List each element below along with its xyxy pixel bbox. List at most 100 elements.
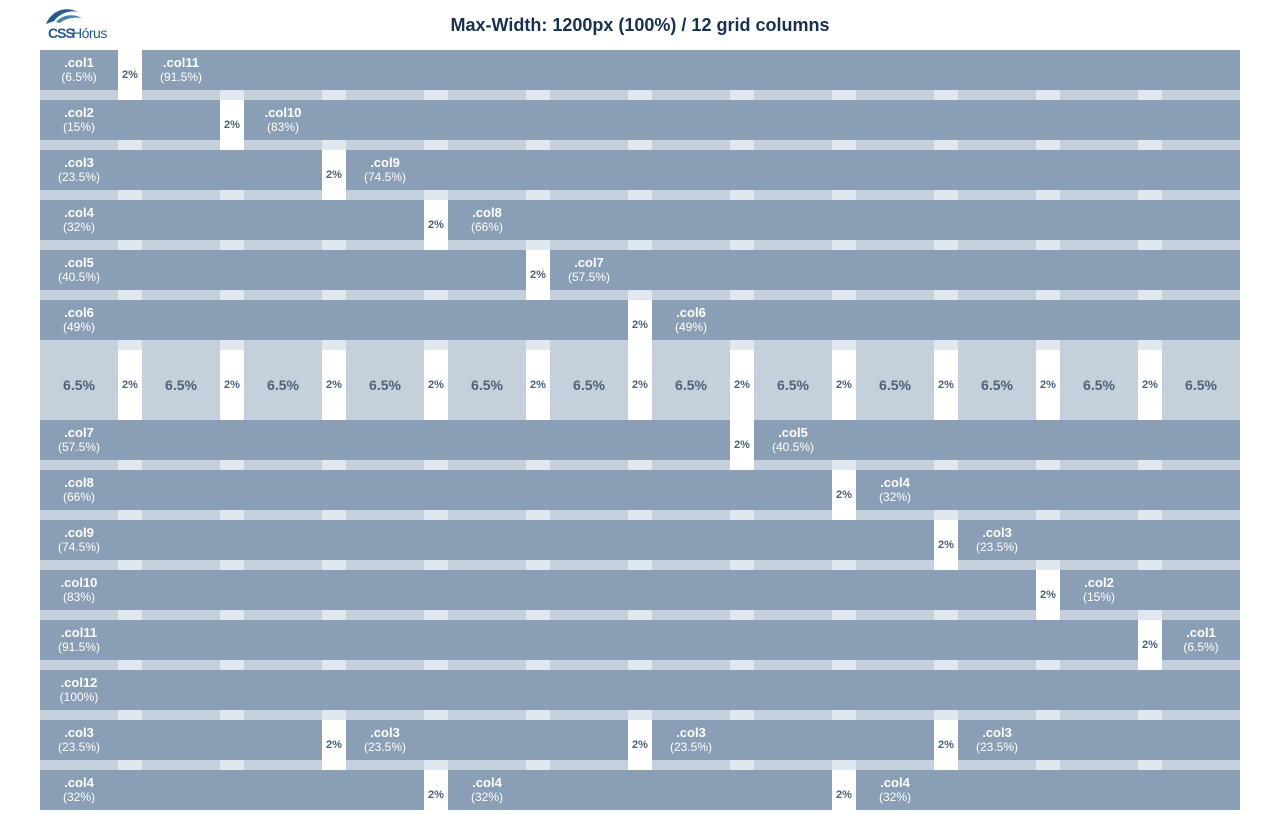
grid-block: .col6 (49%) (652, 300, 1240, 340)
block-class-label: .col7 (64, 425, 94, 440)
reference-column-label: 6.5% (1083, 377, 1115, 393)
block-class-label: .col2 (64, 105, 94, 120)
block-percent-label: (40.5%) (771, 440, 815, 454)
gutter-label: 2% (1036, 570, 1060, 620)
grid-block: .col3 (23.5%) (40, 150, 322, 190)
grid-block: .col9 (74.5%) (40, 520, 934, 560)
gutter-label: 2% (526, 250, 550, 300)
block-percent-label: (57.5%) (57, 440, 101, 454)
grid-block: .col3 (23.5%) (652, 720, 934, 760)
gutter-label: 2% (730, 420, 754, 470)
block-class-label: .col12 (60, 675, 98, 690)
block-class-label: .col9 (64, 525, 94, 540)
block-percent-label: (32%) (878, 790, 911, 804)
reference-column-label: 6.5% (369, 377, 401, 393)
block-percent-label: (66%) (470, 220, 503, 234)
block-percent-label: (23.5%) (57, 170, 101, 184)
block-class-label: .col3 (982, 525, 1012, 540)
block-class-label: .col3 (982, 725, 1012, 740)
block-percent-label: (74.5%) (57, 540, 101, 554)
grid-block: .col10 (83%) (244, 100, 1240, 140)
block-class-label: .col3 (676, 725, 706, 740)
reference-column-label: 6.5% (675, 377, 707, 393)
block-percent-label: (32%) (62, 790, 95, 804)
grid-block: .col3 (23.5%) (958, 520, 1240, 560)
reference-gutter-label: 2% (1138, 350, 1162, 420)
gutter-label: 2% (934, 720, 958, 770)
block-percent-label: (23.5%) (669, 740, 713, 754)
block-class-label: .col7 (574, 255, 604, 270)
block-percent-label: (66%) (62, 490, 95, 504)
reference-gutter-label: 2% (322, 350, 346, 420)
block-percent-label: (6.5%) (1183, 640, 1219, 654)
reference-gutter-label: 2% (118, 350, 142, 420)
block-percent-label: (15%) (1082, 590, 1115, 604)
block-percent-label: (32%) (470, 790, 503, 804)
reference-column-label: 6.5% (1185, 377, 1217, 393)
block-class-label: .col1 (1186, 625, 1216, 640)
block-percent-label: (15%) (62, 120, 95, 134)
gutter-label: 2% (628, 720, 652, 770)
reference-gutter-label: 2% (628, 350, 652, 420)
block-class-label: .col6 (676, 305, 706, 320)
block-class-label: .col4 (64, 775, 94, 790)
block-percent-label: (23.5%) (975, 540, 1019, 554)
gutter-label: 2% (832, 470, 856, 520)
reference-column-label: 6.5% (573, 377, 605, 393)
grid-block: .col12 (100%) (40, 670, 1240, 710)
block-class-label: .col8 (472, 205, 502, 220)
block-percent-label: (57.5%) (567, 270, 611, 284)
grid-block: .col4 (32%) (40, 200, 424, 240)
grid-block: .col9 (74.5%) (346, 150, 1240, 190)
reference-gutter-label: 2% (730, 350, 754, 420)
grid-block: .col7 (57.5%) (550, 250, 1240, 290)
block-percent-label: (91.5%) (57, 640, 101, 654)
grid-block: .col2 (15%) (40, 100, 220, 140)
block-percent-label: (49%) (674, 320, 707, 334)
block-class-label: .col10 (264, 105, 302, 120)
block-percent-label: (74.5%) (363, 170, 407, 184)
grid-block: .col5 (40.5%) (40, 250, 526, 290)
block-class-label: .col1 (64, 55, 94, 70)
block-percent-label: (32%) (62, 220, 95, 234)
gutter-label: 2% (1138, 620, 1162, 670)
block-percent-label: (40.5%) (57, 270, 101, 284)
gutter-label: 2% (628, 300, 652, 350)
grid-block: .col10 (83%) (40, 570, 1036, 610)
reference-gutter-label: 2% (832, 350, 856, 420)
grid-block: .col4 (32%) (856, 770, 1240, 810)
reference-column-label: 6.5% (267, 377, 299, 393)
gutter-label: 2% (220, 100, 244, 150)
block-class-label: .col5 (64, 255, 94, 270)
reference-column-label: 6.5% (165, 377, 197, 393)
grid-demo: .col1 (6.5%) 2% .col11 (91.5%) .col2 (15%) 2% .c… (40, 50, 1240, 820)
gutter-label: 2% (832, 770, 856, 820)
grid-block: .col8 (66%) (448, 200, 1240, 240)
gutter-label: 2% (424, 770, 448, 820)
reference-column-label: 6.5% (777, 377, 809, 393)
block-class-label: .col6 (64, 305, 94, 320)
block-percent-label: (83%) (266, 120, 299, 134)
reference-gutter-label: 2% (934, 350, 958, 420)
block-class-label: .col3 (64, 155, 94, 170)
grid-block: .col2 (15%) (1060, 570, 1240, 610)
block-percent-label: (32%) (878, 490, 911, 504)
reference-gutter-label: 2% (1036, 350, 1060, 420)
grid-block: .col11 (91.5%) (142, 50, 1240, 90)
grid-block: .col4 (32%) (448, 770, 832, 810)
gutter-label: 2% (424, 200, 448, 250)
css-horus-logo: CSS Hórus (40, 6, 116, 42)
grid-block: .col8 (66%) (40, 470, 832, 510)
grid-block: .col1 (6.5%) (40, 50, 118, 90)
gutter-label: 2% (934, 520, 958, 570)
block-class-label: .col3 (64, 725, 94, 740)
horus-wing-icon (46, 9, 82, 24)
block-class-label: .col8 (64, 475, 94, 490)
block-class-label: .col9 (370, 155, 400, 170)
block-class-label: .col2 (1084, 575, 1114, 590)
reference-gutter-label: 2% (424, 350, 448, 420)
logo-name-text: Hórus (72, 25, 107, 41)
grid-block: .col6 (49%) (40, 300, 628, 340)
block-percent-label: (6.5%) (61, 70, 97, 84)
block-class-label: .col4 (64, 205, 94, 220)
